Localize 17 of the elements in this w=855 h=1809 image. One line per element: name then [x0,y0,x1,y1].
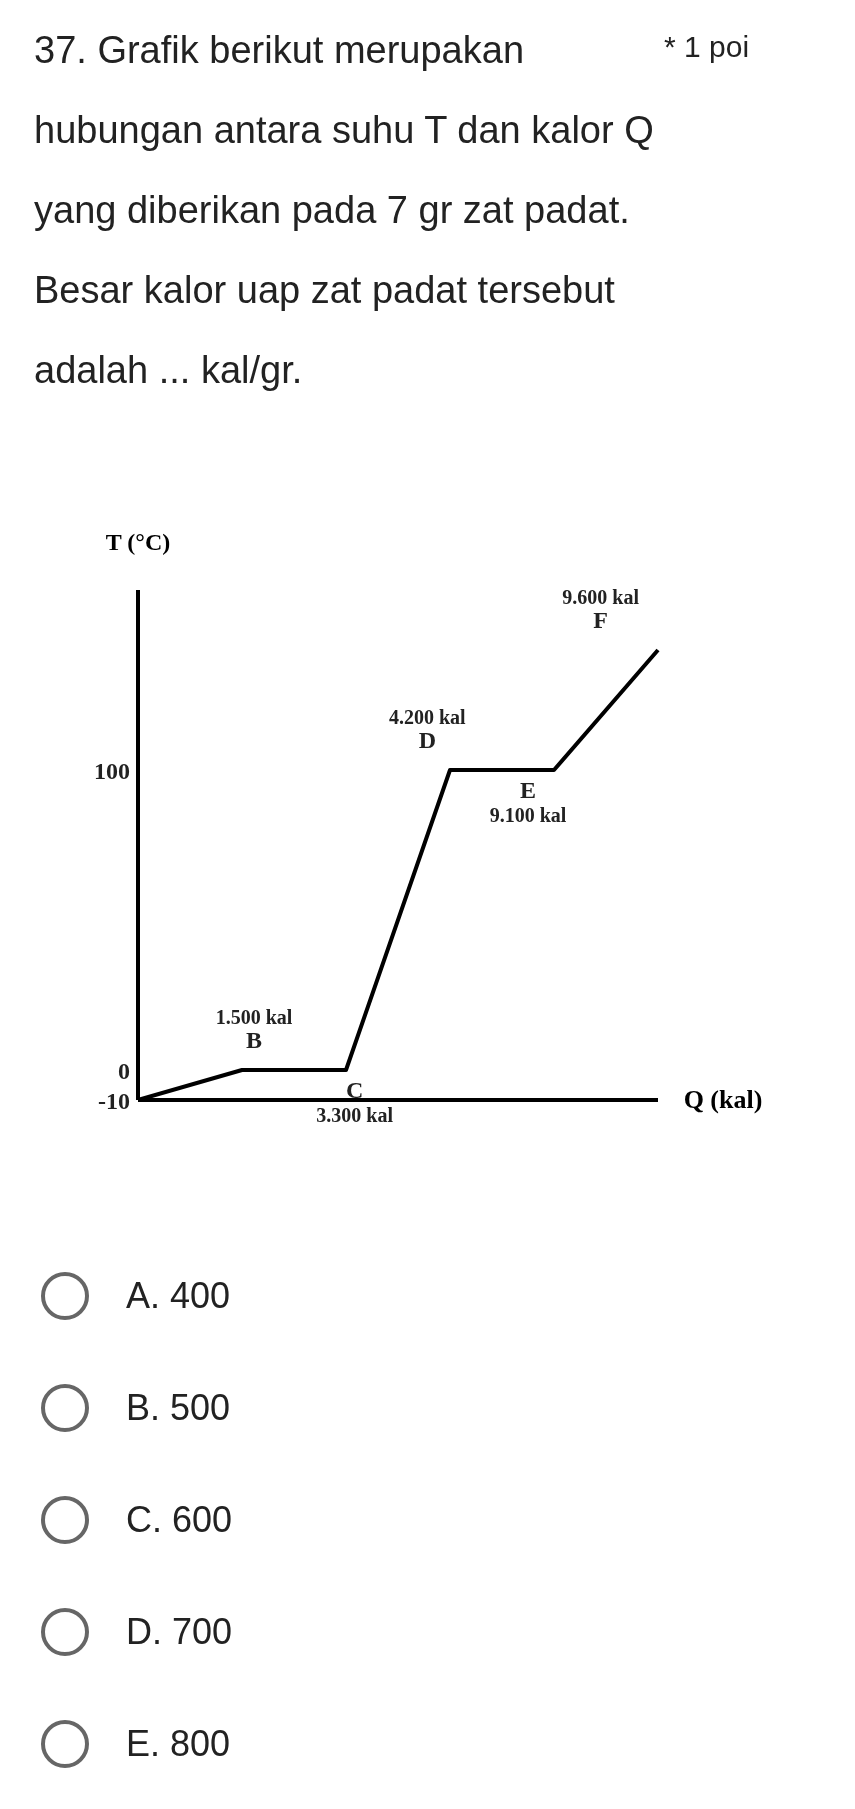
y-tick-label: 0 [118,1057,130,1084]
x-axis-title: Q (kal) [683,1085,763,1114]
chart-title: 37. Grafik berikut merupakan hubungan antara suhu T dan kalor Q yang diberikan pada 7 gr zat padat. Besar kalor uap zat padat tersebut adalah ... kal/gr. [33,28,654,393]
text: D. 700 [126,1611,233,1653]
annotation: 9.600 kal F [562,586,640,633]
annotation: 4.200 kal D [388,706,467,753]
annotation: 1.500 kal B [215,1006,293,1053]
chart-subtitle: * 1 poi [664,30,750,64]
annotation: C 3.300 kal [316,1077,394,1126]
y-axis-title: T (°C) [105,529,171,555]
y-tick-label: 100 [94,757,130,784]
annotation: E 9.100 kal [489,777,567,826]
text: B. 500 [126,1387,231,1429]
text: A. 400 [126,1275,231,1317]
y-tick-label: -10 [98,1087,130,1114]
text: E. 800 [126,1723,231,1765]
text: C. 600 [126,1499,233,1541]
